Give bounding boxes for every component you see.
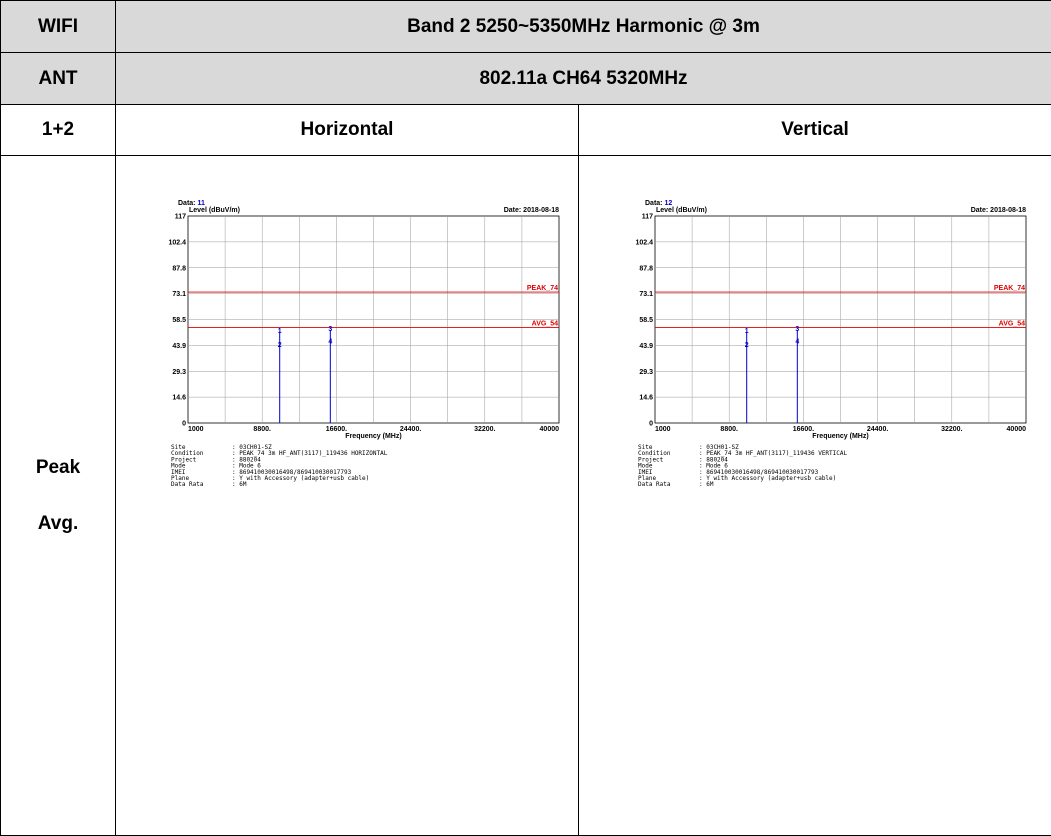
date-label: Date: 2018-08-18	[971, 207, 1026, 214]
x-axis-label: Frequency (MHz)	[345, 433, 401, 440]
y-tick-label: 102.4	[635, 239, 653, 246]
y-tick-label: 87.8	[639, 265, 653, 272]
y-tick-label: 58.5	[172, 317, 186, 324]
horizontal-header-cell: Horizontal	[116, 105, 579, 156]
x-tick-label: 32200.	[474, 426, 495, 433]
marker-label: 2	[278, 342, 282, 349]
y-tick-label: 0	[182, 421, 186, 428]
info-value: : Y with Accessory (adapter+usb cable)	[699, 475, 836, 482]
peak-label: Peak	[1, 440, 115, 496]
x-tick-label: 24400.	[400, 426, 421, 433]
marker-label: 2	[745, 342, 749, 349]
y-tick-label: 102.4	[168, 239, 186, 246]
y-tick-label: 0	[649, 421, 653, 428]
info-value: : 6M	[232, 481, 247, 488]
ant-label-cell: ANT	[1, 53, 116, 105]
marker-label: 1	[745, 328, 749, 335]
marker-label: 4	[795, 338, 799, 345]
limit-label: PEAK_74	[994, 285, 1025, 292]
x-tick-label: 8800.	[720, 426, 738, 433]
y-tick-label: 29.3	[172, 369, 186, 376]
x-tick-label: 32200.	[941, 426, 962, 433]
info-value: : 6M	[699, 481, 714, 488]
y-tick-label: 14.6	[172, 395, 186, 402]
data-label: Data: 12	[645, 200, 672, 207]
y-tick-label: 87.8	[172, 265, 186, 272]
marker-label: 3	[795, 326, 799, 333]
wifi-label-cell: WIFI	[1, 1, 116, 53]
y-tick-label: 58.5	[639, 317, 653, 324]
y-tick-label: 43.9	[639, 343, 653, 350]
data-label: Data: 11	[178, 200, 205, 207]
y-tick-label: 117	[175, 214, 186, 221]
y-axis-label: Level (dBuV/m)	[656, 207, 707, 214]
marker-label: 4	[328, 338, 332, 345]
info-key: Data Rata	[638, 481, 671, 488]
x-tick-label: 8800.	[253, 426, 271, 433]
x-tick-label: 1000	[655, 426, 671, 433]
vertical-header-cell: Vertical	[579, 105, 1051, 156]
limit-label: AVG_54	[532, 320, 558, 327]
channel-title-cell: 802.11a CH64 5320MHz	[116, 53, 1051, 105]
band-title-cell: Band 2 5250~5350MHz Harmonic @ 3m	[116, 1, 1051, 53]
y-axis-label: Level (dBuV/m)	[189, 207, 240, 214]
x-tick-label: 16600.	[326, 426, 347, 433]
x-tick-label: 40000	[540, 426, 560, 433]
y-tick-label: 43.9	[172, 343, 186, 350]
y-tick-label: 117	[642, 214, 653, 221]
info-key: Data Rata	[171, 481, 204, 488]
y-tick-label: 14.6	[639, 395, 653, 402]
date-label: Date: 2018-08-18	[504, 207, 559, 214]
x-tick-label: 16600.	[793, 426, 814, 433]
detector-label-cell: Peak Avg.	[1, 156, 116, 836]
limit-label: AVG_54	[999, 320, 1025, 327]
marker-label: 3	[328, 326, 332, 333]
x-tick-label: 24400.	[867, 426, 888, 433]
x-axis-label: Frequency (MHz)	[812, 433, 868, 440]
y-tick-label: 29.3	[639, 369, 653, 376]
x-tick-label: 1000	[188, 426, 204, 433]
limit-label: PEAK_74	[527, 285, 558, 292]
marker-label: 1	[278, 328, 282, 335]
y-tick-label: 73.1	[172, 291, 186, 298]
y-tick-label: 73.1	[639, 291, 653, 298]
info-value: : Y with Accessory (adapter+usb cable)	[232, 475, 369, 482]
x-tick-label: 40000	[1007, 426, 1027, 433]
antenna-combo-cell: 1+2	[1, 105, 116, 156]
avg-label: Avg.	[1, 496, 115, 552]
